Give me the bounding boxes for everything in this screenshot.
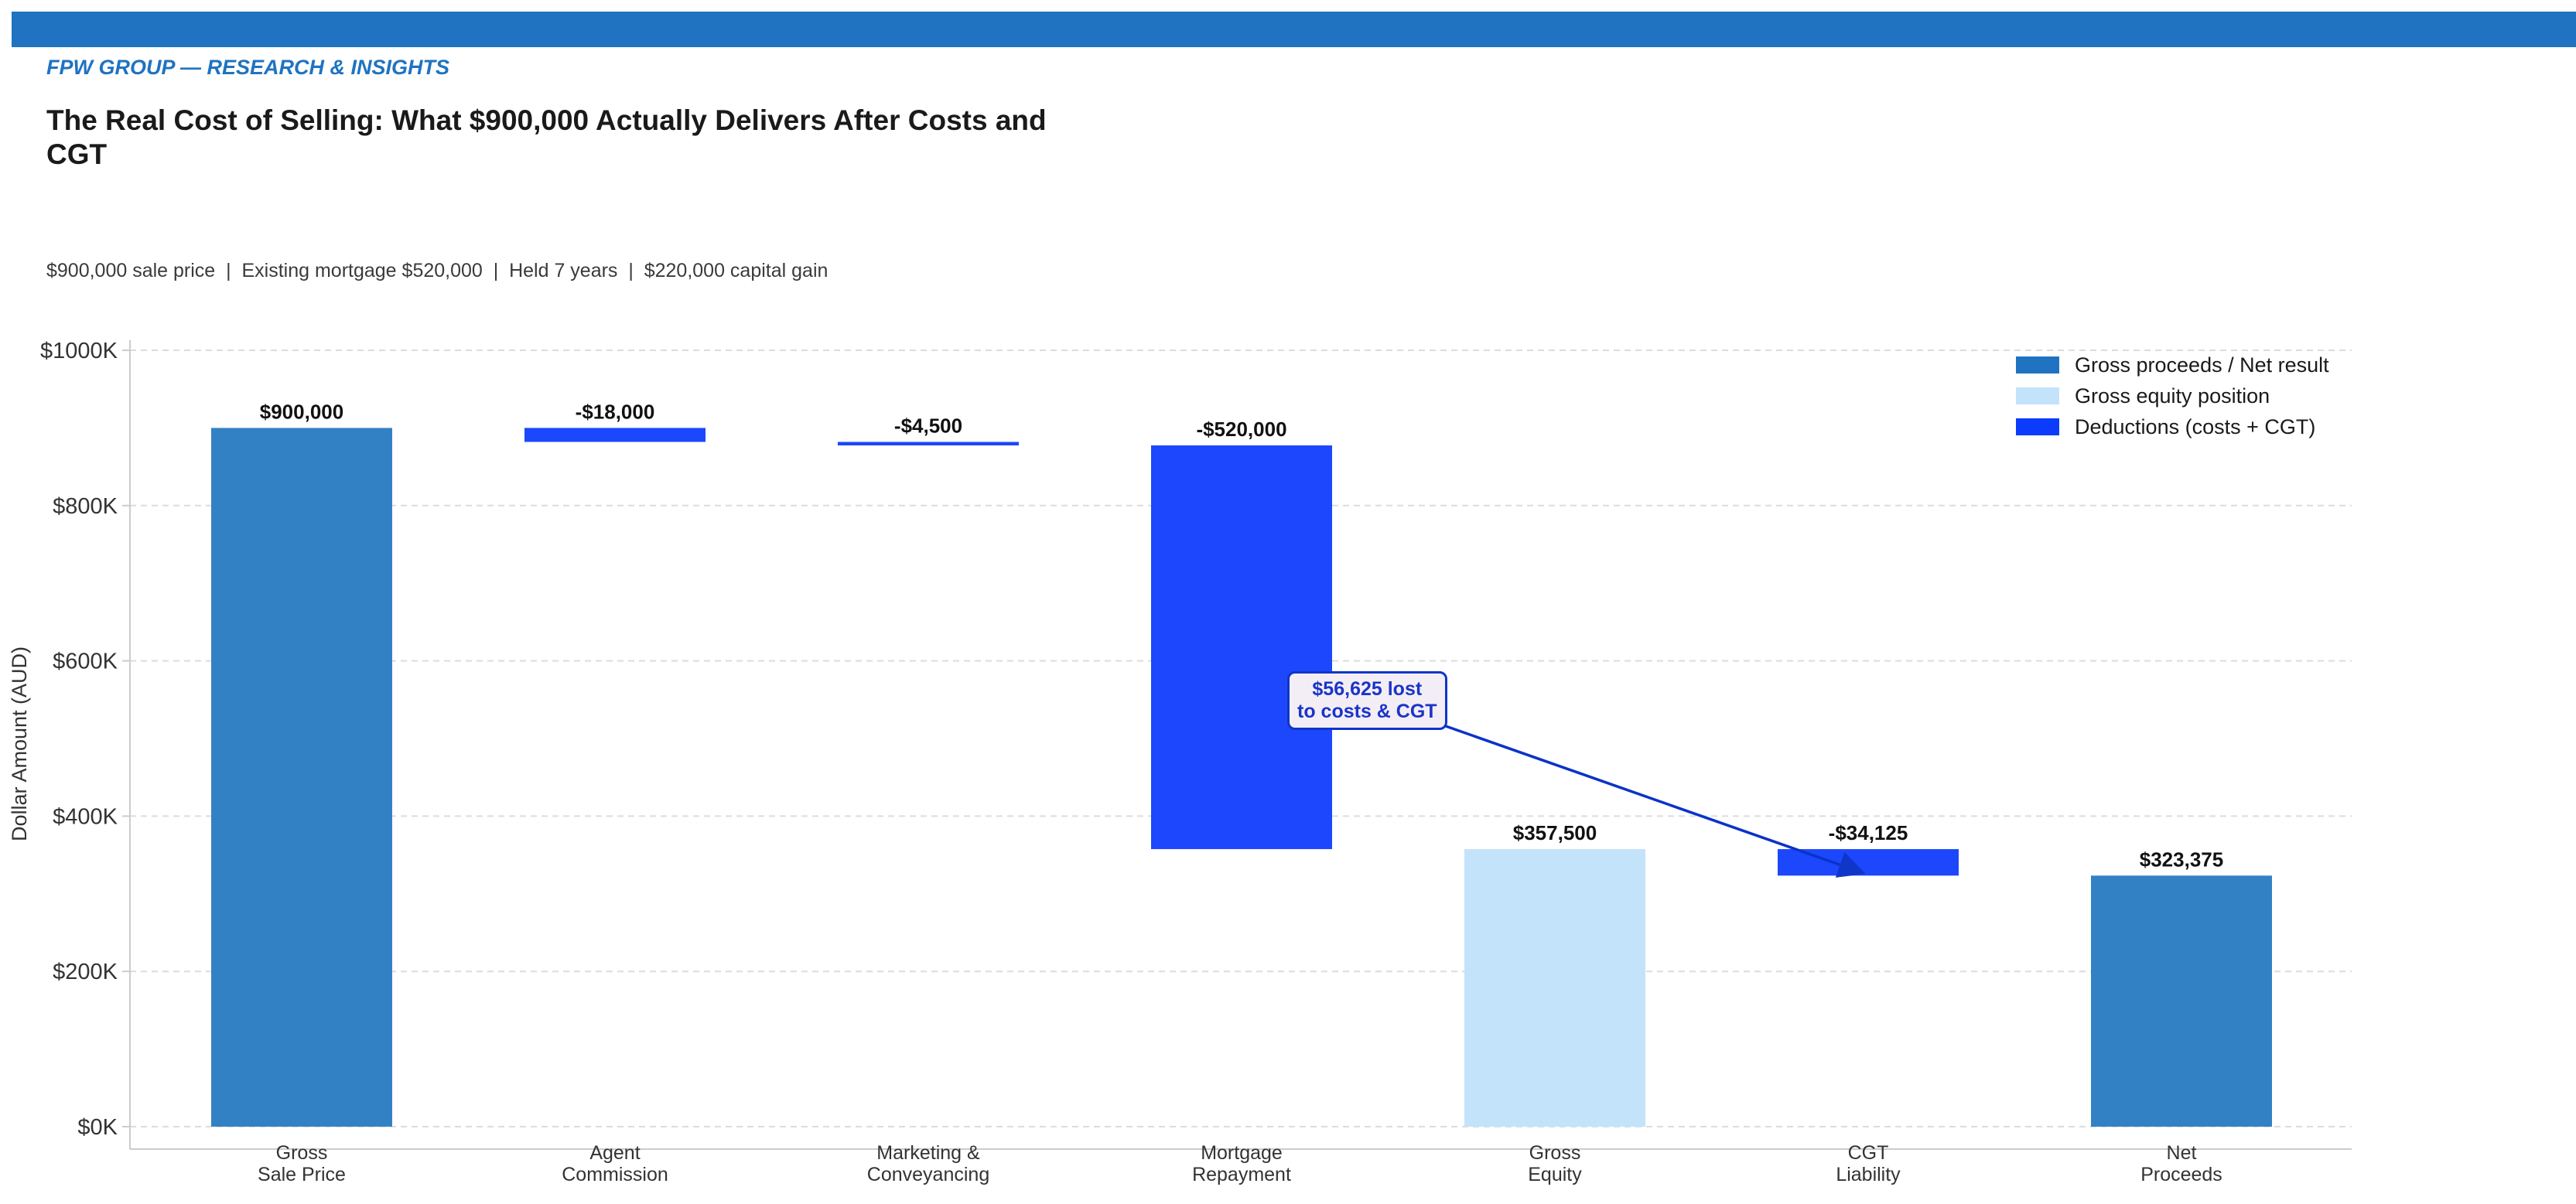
x-tick-label: CGT	[1848, 1142, 1889, 1164]
page-title: The Real Cost of Selling: What $900,000 …	[46, 104, 1047, 171]
y-tick-label: $400K	[53, 804, 118, 829]
y-axis-label: Dollar Amount (AUD)	[8, 646, 31, 841]
x-tick-label: Proceeds	[2140, 1164, 2222, 1185]
legend-swatch	[2016, 418, 2059, 435]
data-label: -$4,500	[894, 414, 962, 437]
legend-swatch	[2016, 387, 2059, 404]
data-label: $357,500	[1513, 821, 1597, 844]
legend-item: Gross equity position	[2016, 380, 2329, 411]
legend-item: Deductions (costs + CGT)	[2016, 411, 2329, 442]
bar-deduction	[838, 442, 1019, 445]
x-tick-label: Sale Price	[258, 1164, 346, 1185]
x-tick-label: Gross	[276, 1142, 328, 1164]
legend-label: Deductions (costs + CGT)	[2075, 414, 2316, 438]
data-label: $900,000	[260, 400, 343, 423]
legend-item: Gross proceeds / Net result	[2016, 350, 2329, 380]
annotation-line-1: $56,625 lost	[1312, 678, 1423, 700]
bar-deduction	[1151, 445, 1332, 850]
x-tick-label: Repayment	[1192, 1164, 1291, 1185]
y-tick-label: $600K	[53, 650, 118, 674]
x-tick-label: Net	[2167, 1142, 2197, 1164]
x-tick-label: Gross	[1529, 1142, 1581, 1164]
x-tick-label: Mortgage	[1201, 1142, 1283, 1164]
data-label: $323,375	[2140, 848, 2223, 871]
brand-label: FPW GROUP — RESEARCH & INSIGHTS	[46, 56, 450, 79]
legend-swatch	[2016, 356, 2059, 373]
loss-annotation: $56,625 lost to costs & CGT	[1287, 671, 1447, 730]
legend-label: Gross proceeds / Net result	[2075, 353, 2329, 377]
legend-label: Gross equity position	[2075, 384, 2270, 408]
data-label: -$520,000	[1196, 418, 1286, 441]
bar-total	[211, 428, 392, 1127]
annotation-line-2: to costs & CGT	[1297, 700, 1437, 722]
annotation-arrow	[1443, 724, 1866, 878]
x-tick-label: Equity	[1528, 1164, 1582, 1185]
y-tick-label: $0K	[77, 1115, 118, 1140]
data-label: -$34,125	[1829, 821, 1908, 844]
y-tick-label: $1000K	[40, 339, 118, 363]
bar-equity	[1464, 849, 1645, 1127]
x-tick-label: Commission	[562, 1164, 668, 1185]
x-tick-label: Agent	[589, 1142, 640, 1164]
data-label: -$18,000	[576, 400, 655, 423]
y-tick-label: $800K	[53, 494, 118, 519]
x-tick-label: Conveyancing	[867, 1164, 989, 1185]
bar-deduction	[524, 428, 705, 442]
bar-total	[2091, 875, 2272, 1127]
page-subtitle: $900,000 sale price | Existing mortgage …	[46, 260, 828, 281]
header-accent-bar	[12, 12, 2576, 47]
y-tick-label: $200K	[53, 960, 118, 984]
x-tick-label: Marketing &	[876, 1142, 980, 1164]
chart-legend: Gross proceeds / Net result Gross equity …	[2016, 350, 2329, 442]
x-tick-label: Liability	[1836, 1164, 1901, 1185]
